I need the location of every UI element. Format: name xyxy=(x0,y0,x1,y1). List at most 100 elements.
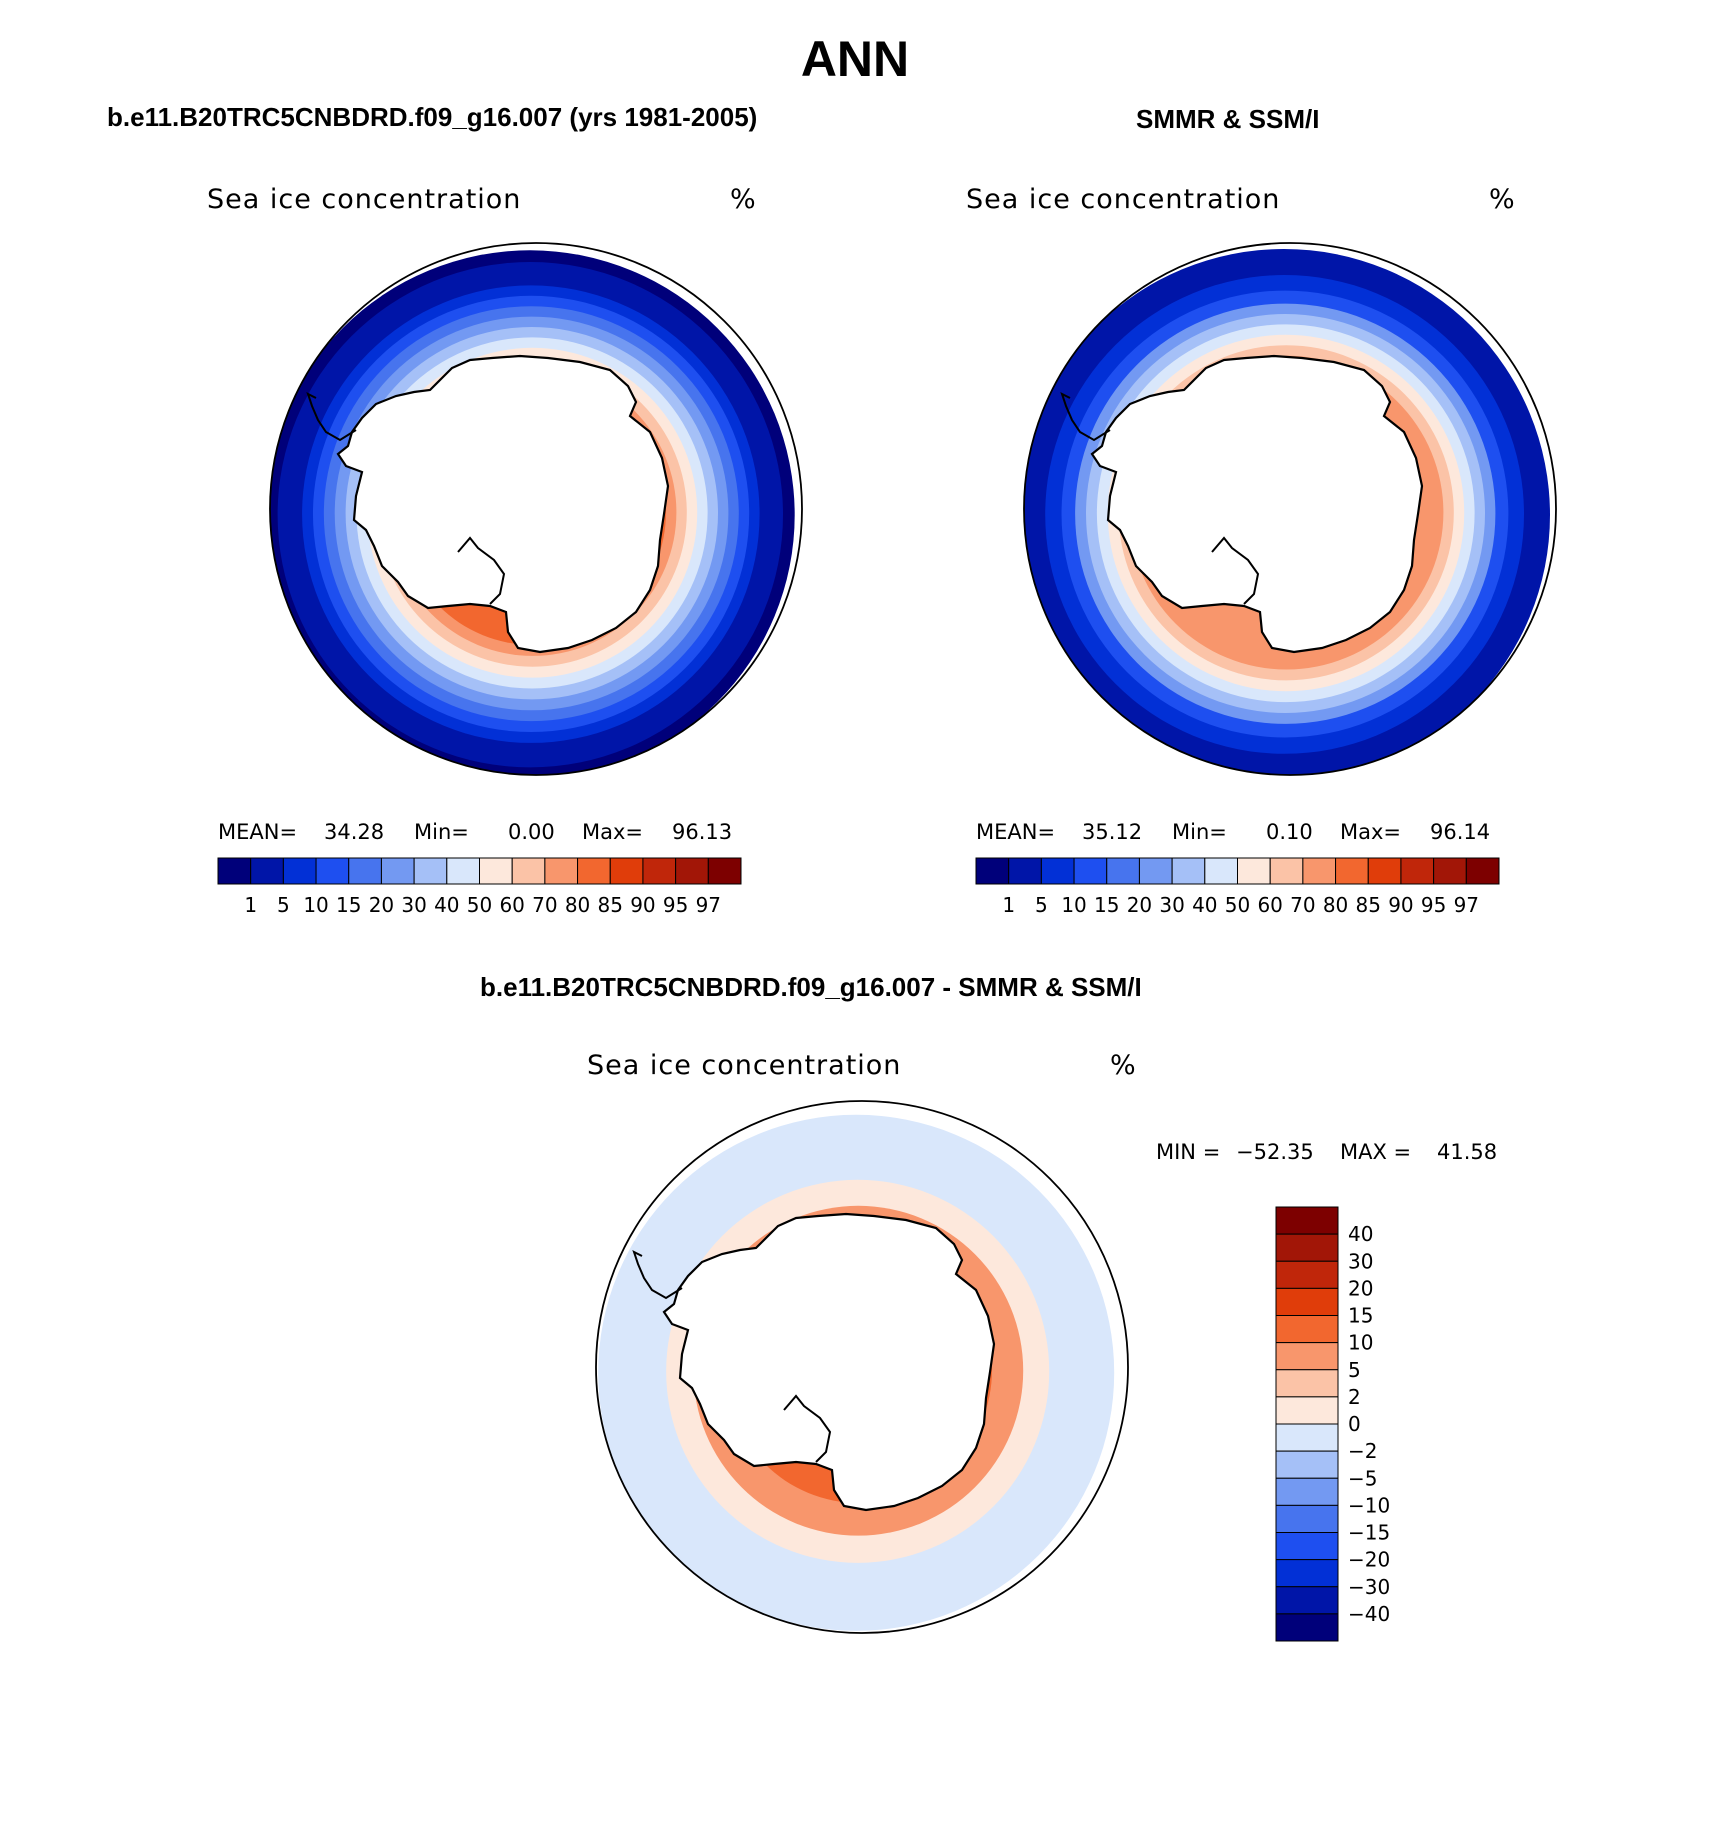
colorbar-tick-label: 30 xyxy=(401,893,426,917)
left-continent xyxy=(336,354,670,654)
colorbar-tick-label: 1 xyxy=(244,893,257,917)
colorbar-box-5 xyxy=(1275,1342,1339,1371)
colorbar-tick-label: 0 xyxy=(1348,1412,1361,1436)
colorbar-box-1 xyxy=(250,857,284,885)
colorbar-tick-label: 90 xyxy=(1388,893,1413,917)
colorbar-box-2 xyxy=(1275,1260,1339,1289)
right-case-title: SMMR & SSM/I xyxy=(1136,104,1320,134)
diff-units-label: % xyxy=(1110,1050,1137,1081)
colorbar-tick-label: 40 xyxy=(1348,1222,1373,1246)
colorbar-tick-label: 80 xyxy=(565,893,590,917)
right-peninsula xyxy=(1060,392,1111,442)
right-ross-shelf xyxy=(1211,536,1260,605)
colorbar-tick-label: 97 xyxy=(696,893,721,917)
right-colorbar: 1 5 10 15 20 30 40 50 60 70 80 85 90 95 97 xyxy=(975,857,1500,917)
colorbar-box-10 xyxy=(544,857,579,885)
colorbar-box-10 xyxy=(1275,1477,1339,1506)
colorbar-tick-label: 95 xyxy=(663,893,688,917)
right-mean-label: MEAN= xyxy=(976,820,1056,844)
colorbar-tick-label: 10 xyxy=(1348,1331,1373,1355)
diff-case-title: b.e11.B20TRC5CNBDRD.f09_g16.007 - SMMR &… xyxy=(480,972,1142,1002)
colorbar-box-6 xyxy=(1171,857,1206,885)
right-mean-value: 35.12 xyxy=(1082,820,1143,844)
colorbar-box-5 xyxy=(380,857,415,885)
colorbar-box-9 xyxy=(1269,857,1304,885)
right-map xyxy=(1023,242,1557,776)
colorbar-box-7 xyxy=(446,857,480,885)
left-case-title: b.e11.B20TRC5CNBDRD.f09_g16.007 (yrs 198… xyxy=(107,102,758,132)
right-units-label: % xyxy=(1489,184,1516,215)
left-min-value: 0.00 xyxy=(508,820,555,844)
left-colorbar: 1 5 10 15 20 30 40 50 60 70 80 85 90 95 97 xyxy=(217,857,742,917)
colorbar-tick-label: 15 xyxy=(336,893,361,917)
colorbar-tick-label: 15 xyxy=(1094,893,1119,917)
colorbar-tick-label: 10 xyxy=(1061,893,1086,917)
colorbar-tick-label: 40 xyxy=(1192,893,1217,917)
colorbar-box-2 xyxy=(1040,857,1075,885)
colorbar-tick-label: 50 xyxy=(1225,893,1250,917)
colorbar-tick-label: 50 xyxy=(467,893,492,917)
diff-min-value: −52.35 xyxy=(1236,1140,1314,1164)
colorbar-box-3 xyxy=(1275,1287,1339,1316)
colorbar-box-15 xyxy=(1275,1613,1339,1642)
right-max-label: Max= xyxy=(1340,820,1402,844)
right-min-label: Min= xyxy=(1172,820,1227,844)
left-min-label: Min= xyxy=(414,820,469,844)
colorbar-tick-label: 1 xyxy=(1002,893,1015,917)
left-mean-label: MEAN= xyxy=(218,820,298,844)
colorbar-box-14 xyxy=(1433,857,1467,885)
diff-min-label: MIN = xyxy=(1156,1140,1221,1164)
colorbar-tick-label: −40 xyxy=(1348,1602,1390,1626)
colorbar-box-15 xyxy=(707,857,742,885)
colorbar-box-6 xyxy=(1275,1369,1339,1398)
colorbar-tick-label: 15 xyxy=(1348,1304,1373,1328)
colorbar-tick-label: 40 xyxy=(434,893,459,917)
right-min-value: 0.10 xyxy=(1266,820,1313,844)
left-variable-label: Sea ice concentration xyxy=(207,184,522,215)
colorbar-box-8 xyxy=(1275,1423,1339,1452)
colorbar-box-5 xyxy=(1138,857,1173,885)
colorbar-tick-label: 70 xyxy=(1290,893,1315,917)
colorbar-tick-label: 85 xyxy=(598,893,623,917)
colorbar-box-9 xyxy=(511,857,546,885)
colorbar-tick-label: 70 xyxy=(532,893,557,917)
colorbar-box-1 xyxy=(1275,1233,1339,1262)
colorbar-box-4 xyxy=(1106,857,1140,885)
diff-continent xyxy=(662,1212,996,1512)
colorbar-box-11 xyxy=(577,857,611,885)
colorbar-box-10 xyxy=(1302,857,1337,885)
colorbar-box-4 xyxy=(348,857,382,885)
diff-max-value: 41.58 xyxy=(1437,1140,1498,1164)
colorbar-box-0 xyxy=(217,857,252,885)
colorbar-tick-label: 30 xyxy=(1348,1249,1373,1273)
diff-variable-label: Sea ice concentration xyxy=(587,1050,902,1081)
colorbar-box-13 xyxy=(1275,1559,1339,1588)
colorbar-tick-label: −30 xyxy=(1348,1575,1390,1599)
left-units-label: % xyxy=(730,184,757,215)
colorbar-box-3 xyxy=(1073,857,1108,885)
colorbar-box-6 xyxy=(413,857,448,885)
left-mean-value: 34.28 xyxy=(324,820,385,844)
right-variable-label: Sea ice concentration xyxy=(966,184,1281,215)
right-continent xyxy=(1090,354,1424,654)
colorbar-tick-label: 5 xyxy=(1035,893,1048,917)
left-max-value: 96.13 xyxy=(672,820,733,844)
colorbar-tick-label: −15 xyxy=(1348,1521,1390,1545)
colorbar-tick-label: 85 xyxy=(1356,893,1381,917)
colorbar-tick-label: 60 xyxy=(1257,893,1282,917)
left-peninsula xyxy=(306,392,357,442)
colorbar-tick-label: 10 xyxy=(303,893,328,917)
colorbar-box-2 xyxy=(282,857,317,885)
colorbar-box-3 xyxy=(315,857,350,885)
colorbar-tick-label: 20 xyxy=(1348,1276,1373,1300)
diff-peninsula xyxy=(632,1250,683,1300)
colorbar-tick-label: 90 xyxy=(630,893,655,917)
diff-ross-shelf xyxy=(783,1394,832,1463)
colorbar-tick-label: 2 xyxy=(1348,1385,1361,1409)
colorbar-tick-label: 95 xyxy=(1421,893,1446,917)
diff-map xyxy=(595,1100,1129,1634)
colorbar-tick-label: 20 xyxy=(1127,893,1152,917)
colorbar-box-14 xyxy=(675,857,709,885)
colorbar-tick-label: −10 xyxy=(1348,1493,1390,1517)
